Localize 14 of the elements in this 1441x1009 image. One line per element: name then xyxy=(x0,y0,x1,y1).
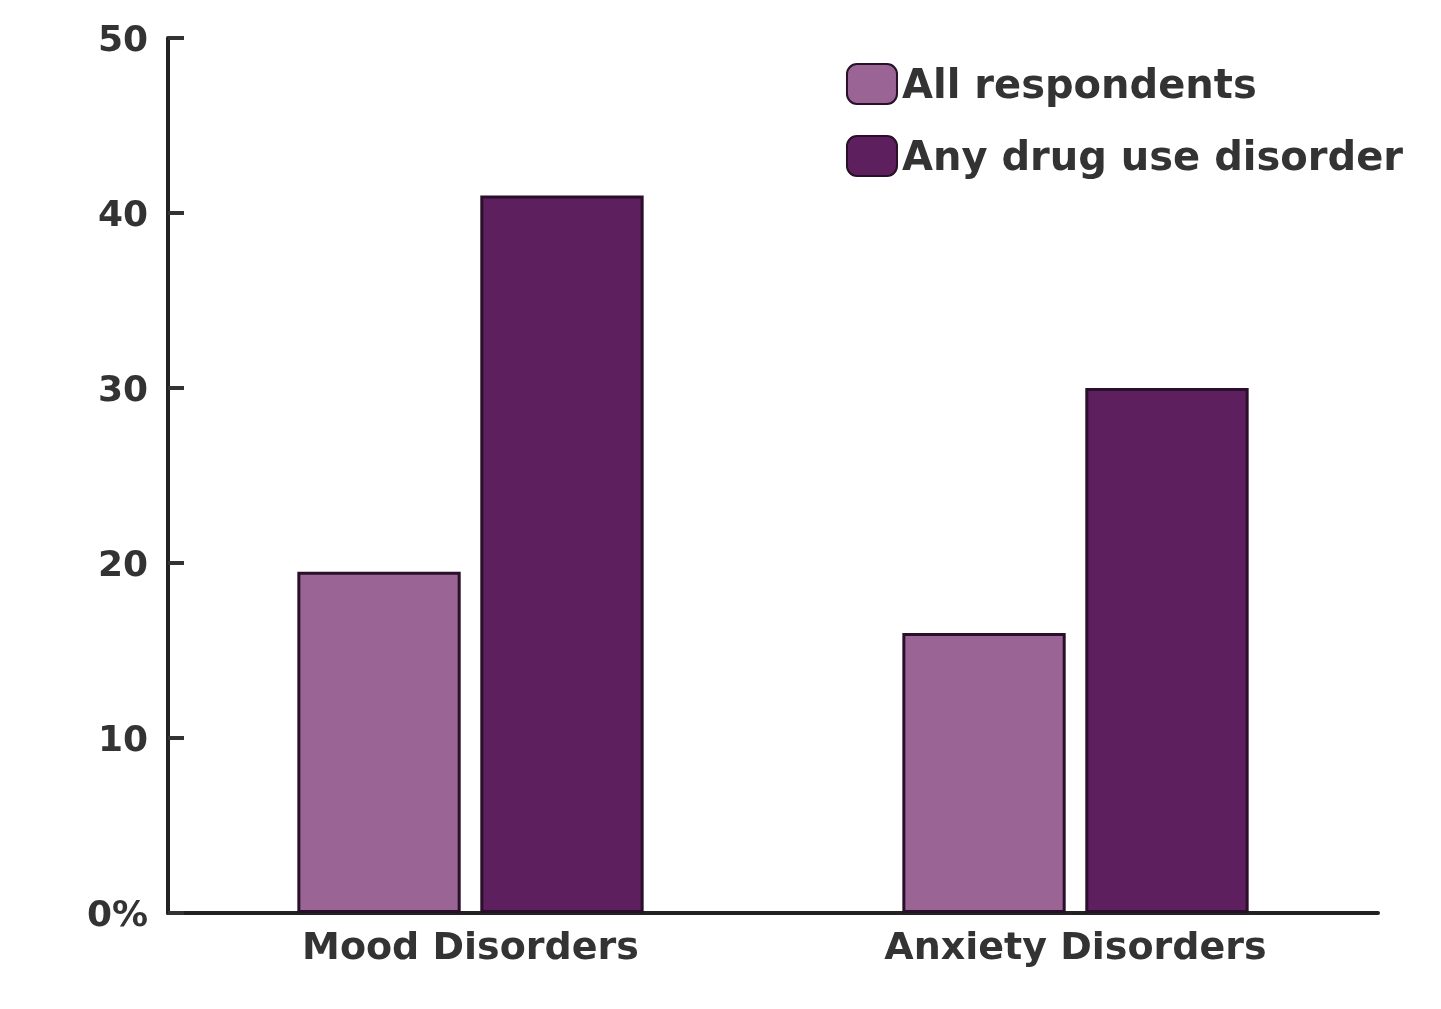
legend-label: All respondents xyxy=(901,61,1257,107)
y-tick-label: 0% xyxy=(86,892,148,934)
y-tick-label: 30 xyxy=(97,367,148,409)
x-tick-label: Mood Disorders xyxy=(302,924,639,968)
bar xyxy=(297,571,461,913)
y-tick-label: 50 xyxy=(97,17,148,59)
legend-label: Any drug use disorder xyxy=(901,133,1404,179)
bar xyxy=(902,633,1066,913)
x-tick-label: Anxiety Disorders xyxy=(884,924,1267,968)
bar xyxy=(1085,388,1249,913)
y-tick-label: 10 xyxy=(97,717,148,759)
y-tick-label: 20 xyxy=(97,542,148,584)
y-tick-label: 40 xyxy=(97,192,148,234)
bar xyxy=(480,195,644,913)
